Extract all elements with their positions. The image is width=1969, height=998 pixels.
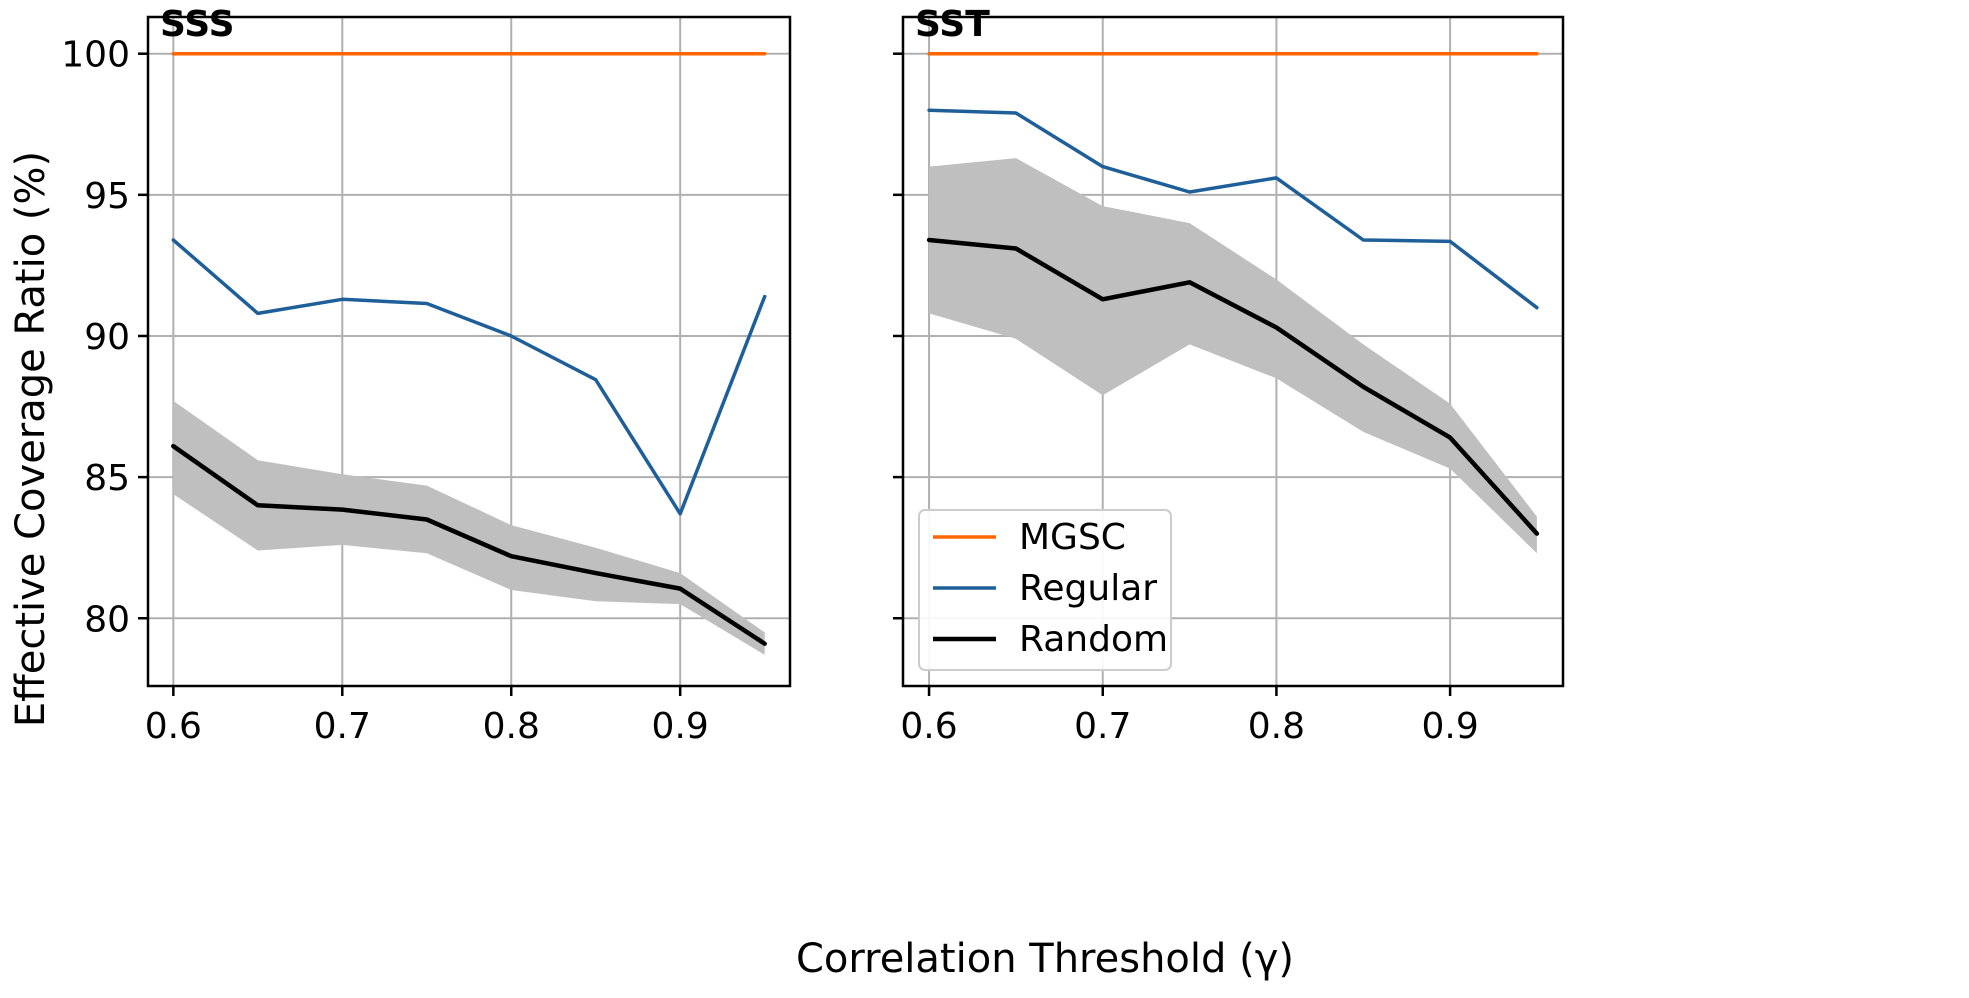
legend-label-random: Random — [1019, 619, 1168, 660]
random-confidence-band — [929, 158, 1537, 554]
panel-title: SSS — [160, 4, 235, 45]
series-line-random — [926, 237, 1540, 536]
x-tick-label: 0.8 — [483, 706, 540, 747]
axes-frame — [901, 15, 1565, 688]
plot-area — [148, 17, 790, 686]
x-axis-label: Correlation Threshold (γ) — [796, 936, 1294, 982]
y-tick-label: 95 — [84, 176, 130, 217]
y-tick-label: 85 — [84, 458, 130, 499]
legend-label-mgsc: MGSC — [1019, 517, 1126, 558]
axes-frame — [146, 15, 792, 688]
x-tick-label: 0.6 — [145, 706, 202, 747]
panel-sst: 0.6 0.7 0.8 0.9 SST MGSC Regular Random — [893, 4, 1565, 747]
legend-box — [918, 509, 1172, 671]
y-tick-label: 100 — [61, 35, 130, 76]
series-line-random — [171, 443, 767, 646]
series-line-regular — [171, 238, 767, 516]
series-line-regular — [927, 108, 1539, 310]
x-tick-label: 0.9 — [652, 706, 709, 747]
random-confidence-band — [173, 400, 765, 655]
x-tick-label: 0.8 — [1248, 706, 1305, 747]
x-tick-label: 0.6 — [900, 706, 957, 747]
y-tick-label: 90 — [84, 317, 130, 358]
panel-title: SST — [915, 4, 990, 45]
x-tick-label: 0.7 — [314, 706, 371, 747]
y-axis-label: Effective Coverage Ratio (%) — [8, 151, 54, 727]
panel-sss: 0.6 0.7 0.8 0.9 80 85 90 95 100 SSS — [61, 4, 792, 747]
legend-label-regular: Regular — [1019, 568, 1157, 609]
x-tick-label: 0.9 — [1421, 706, 1478, 747]
y-tick-label: 80 — [84, 599, 130, 640]
x-tick-label: 0.7 — [1074, 706, 1131, 747]
